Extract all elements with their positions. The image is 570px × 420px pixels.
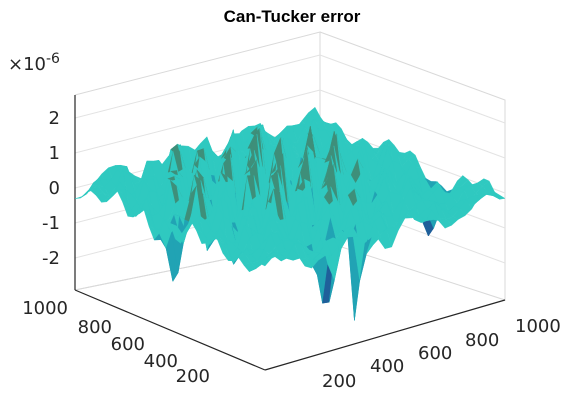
- z-tick-label: -1: [42, 213, 60, 234]
- z-gridline-right: [319, 54, 506, 124]
- back-wall-right: [319, 31, 506, 301]
- y-tick-label: 1000: [22, 298, 68, 319]
- z-exponent-base: ×10: [8, 54, 46, 75]
- z-gridline-right: [319, 89, 506, 159]
- y-tick-label: 400: [144, 351, 178, 372]
- x-tick-label: 200: [322, 371, 356, 392]
- y-tick-label: 800: [78, 317, 112, 338]
- x-tick-label: 400: [370, 356, 404, 377]
- y-axis-line: [74, 289, 266, 371]
- z-tick-label: 1: [49, 143, 60, 164]
- surface-patch: [492, 194, 506, 200]
- x-tick-label: 800: [465, 330, 499, 351]
- z-tick-labels: 2 1 0 -1 -2: [42, 108, 60, 269]
- x-axis-line: [264, 299, 506, 371]
- x-tick-label: 600: [418, 343, 452, 364]
- error-surface: [74, 106, 506, 321]
- z-exponent-power: -6: [46, 51, 60, 67]
- z-tick-label: 0: [49, 178, 60, 199]
- chart-title: Can-Tucker error: [224, 7, 361, 26]
- x-tick-labels: 200 400 600 800 1000: [322, 316, 561, 392]
- axis-lines: [74, 95, 506, 371]
- x-tick-label: 1000: [515, 316, 561, 337]
- y-tick-label: 600: [111, 334, 145, 355]
- z-tick-label: 2: [49, 108, 60, 129]
- z-gridline-left: [74, 54, 321, 119]
- z-exponent-label: ×10-6: [8, 51, 60, 75]
- z-gridline-left: [74, 89, 321, 154]
- z-tick-label: -2: [42, 248, 60, 269]
- y-tick-label: 200: [176, 366, 210, 387]
